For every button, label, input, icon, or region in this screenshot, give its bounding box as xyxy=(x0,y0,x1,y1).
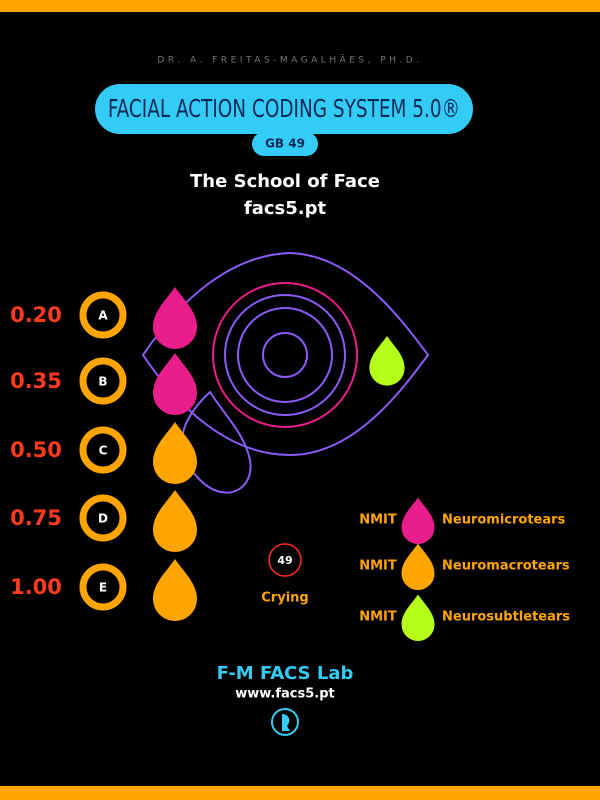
badge: GB 49 xyxy=(265,137,305,151)
legend-label: Neuromicrotears xyxy=(442,513,566,528)
letter: D xyxy=(98,512,108,526)
intensity-value: 0.20 xyxy=(10,303,62,327)
top-band xyxy=(0,0,600,12)
url: www.facs5.pt xyxy=(235,687,335,702)
legend-label: Neuromacrotears xyxy=(442,559,570,574)
tear-outline xyxy=(181,390,252,494)
letter-ring xyxy=(79,494,127,542)
bottom-band xyxy=(0,786,600,800)
lab-icon-foot xyxy=(282,714,290,731)
letter-ring xyxy=(79,563,127,611)
author: DR. A. FREITAS-MAGALHÃES, PH.D. xyxy=(157,55,422,66)
intensity-value: 0.50 xyxy=(10,438,62,462)
eye-illustration xyxy=(141,251,430,494)
legend-prefix: NMIT xyxy=(359,559,397,574)
letter: A xyxy=(98,309,108,323)
badge-pill xyxy=(252,132,318,156)
lab-icon xyxy=(271,708,299,736)
iris-inner xyxy=(237,307,333,403)
letter: E xyxy=(99,581,107,595)
intensity-value: 0.75 xyxy=(10,506,62,530)
title: FACIAL ACTION CODING SYSTEM 5.0® xyxy=(108,95,460,123)
legend-prefix: NMIT xyxy=(359,610,397,625)
intensity-value: 0.35 xyxy=(10,369,62,393)
title-pill xyxy=(95,84,473,134)
legend-label: Neurosubtletears xyxy=(442,610,570,625)
letter: C xyxy=(99,444,108,458)
legend-prefix: NMIT xyxy=(359,513,397,528)
legend: NMIT Neuromicrotears NMIT Neuromacrotears NM… xyxy=(359,497,570,641)
code-number: 49 xyxy=(277,554,292,567)
letter: B xyxy=(98,375,107,389)
lab: F-M FACS Lab xyxy=(217,663,354,684)
iris-mid xyxy=(224,294,346,416)
letter-ring xyxy=(79,291,127,339)
site: facs5.pt xyxy=(244,198,327,219)
intensity-value: 1.00 xyxy=(10,575,62,599)
intensity-rows: 0.20 A 0.35 B 0.50 C 0.75 D 1.00 E xyxy=(10,287,197,621)
school: The School of Face xyxy=(190,171,380,192)
eye-outline xyxy=(141,251,430,457)
letter-ring xyxy=(79,357,127,405)
letter-ring xyxy=(79,426,127,474)
iris-outer xyxy=(212,282,358,428)
code-label: Crying xyxy=(261,591,308,606)
pupil xyxy=(262,332,308,378)
code-ring xyxy=(268,543,302,577)
